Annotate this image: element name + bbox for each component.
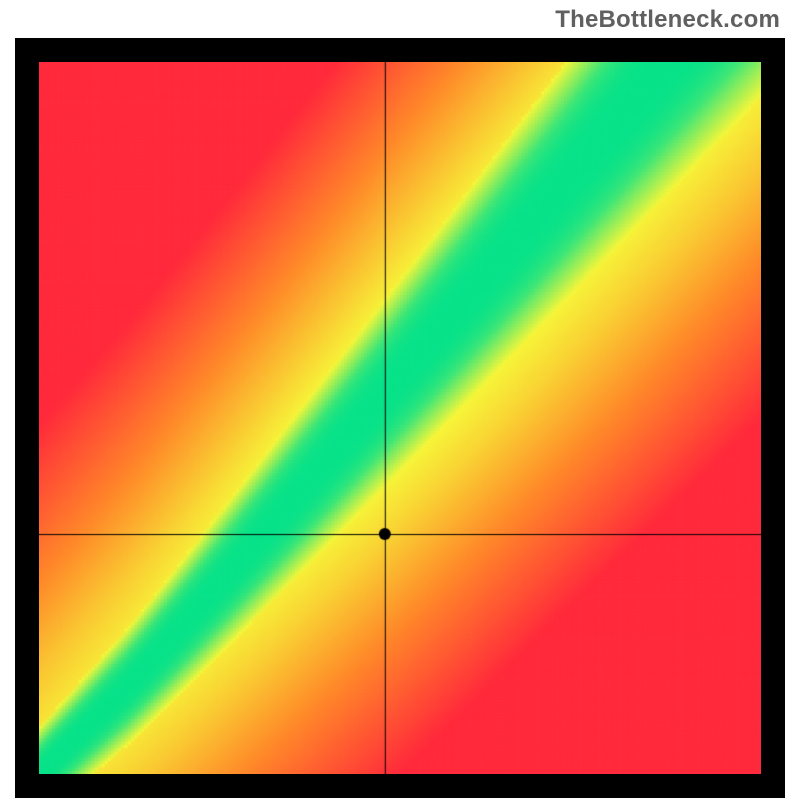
chart-frame: [15, 38, 785, 798]
bottleneck-heatmap: [39, 62, 761, 774]
attribution-label: TheBottleneck.com: [555, 6, 780, 34]
